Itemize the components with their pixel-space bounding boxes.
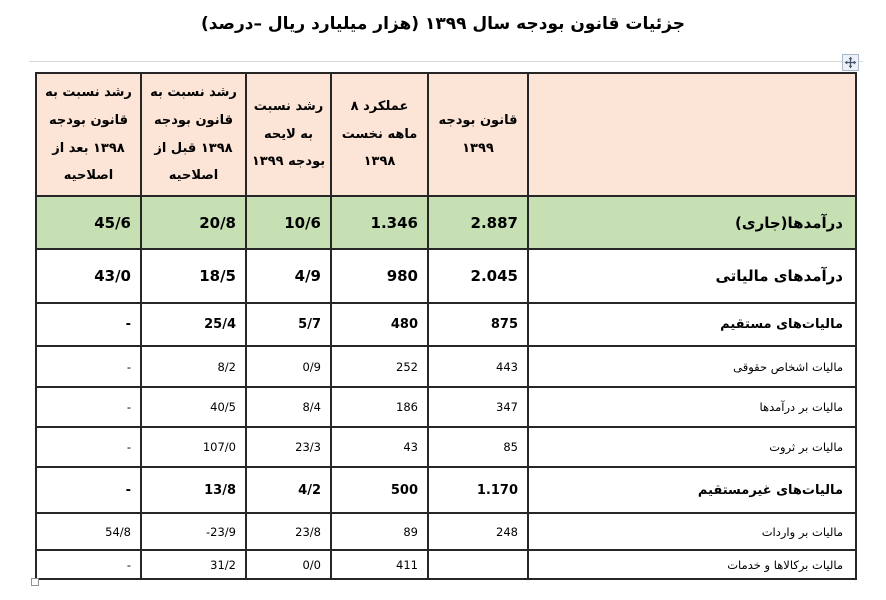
cell-perf_8m_1398: 252 (330, 345, 429, 388)
cell-growth_vs_bill_1399: 10/6 (245, 195, 332, 250)
cell-budget_1399 (427, 549, 529, 580)
column-header-growth_vs_bill_1399: رشد نسبت به لایحه بودجه ۱۳۹۹ (245, 72, 332, 197)
cell-perf_8m_1398: 411 (330, 549, 429, 580)
cell-growth_vs_bill_1399: 4/2 (245, 466, 332, 514)
table-row: مالیات‌های غیرمستقیم 1.170 500 4/2 13/8- (35, 466, 857, 514)
cell-label: درآمدهای مالیاتی (527, 248, 857, 304)
cell-budget_1399: 875 (427, 302, 529, 347)
cell-budget_1399: 2.887 (427, 195, 529, 250)
cell-growth_vs_law_1398_after: 45/6 (35, 195, 142, 250)
cell-growth_vs_law_1398_after: - (35, 549, 142, 580)
cell-perf_8m_1398: 500 (330, 466, 429, 514)
cell-growth_vs_law_1398_after: - (35, 345, 142, 388)
cell-growth_vs_law_1398_after: 54/8 (35, 512, 142, 551)
table-boundary-line (29, 61, 863, 62)
cell-growth_vs_bill_1399: 23/3 (245, 426, 332, 468)
table-row: مالیات اشخاص حقوقی 443 252 0/9 8/2- (35, 345, 857, 388)
cell-growth_vs_law_1398_before: 31/2 (140, 549, 247, 580)
cell-label: مالیات‌های مستقیم (527, 302, 857, 347)
column-header-growth_vs_law_1398_after: رشد نسبت به قانون بودجه ۱۳۹۸ بعد از اصلا… (35, 72, 142, 197)
cell-budget_1399: 85 (427, 426, 529, 468)
table-row: مالیات بر ثروت 85 43 23/3 107/0- (35, 426, 857, 468)
cell-budget_1399: 1.170 (427, 466, 529, 514)
cell-growth_vs_law_1398_after: - (35, 426, 142, 468)
cell-growth_vs_law_1398_after: - (35, 302, 142, 347)
cell-growth_vs_bill_1399: 23/8 (245, 512, 332, 551)
table-row: مالیات برکالاها و خدمات 411 0/0 31/2- (35, 549, 857, 580)
cell-label: درآمدها(جاری) (527, 195, 857, 250)
cell-growth_vs_law_1398_before: -23/9 (140, 512, 247, 551)
budget-table: قانون بودجه ۱۳۹۹ عملکرد ۸ ماهه نخست ۱۳۹۸ ر… (35, 72, 857, 580)
cell-label: مالیات بر درآمدها (527, 386, 857, 428)
header-row: قانون بودجه ۱۳۹۹ عملکرد ۸ ماهه نخست ۱۳۹۸ ر… (35, 72, 857, 197)
column-header-label (527, 72, 857, 197)
cell-growth_vs_law_1398_before: 13/8 (140, 466, 247, 514)
column-header-perf_8m_1398: عملکرد ۸ ماهه نخست ۱۳۹۸ (330, 72, 429, 197)
cell-growth_vs_law_1398_before: 8/2 (140, 345, 247, 388)
cell-budget_1399: 248 (427, 512, 529, 551)
cell-label: مالیات اشخاص حقوقی (527, 345, 857, 388)
cell-growth_vs_bill_1399: 0/0 (245, 549, 332, 580)
cell-label: مالیات برکالاها و خدمات (527, 549, 857, 580)
cell-growth_vs_law_1398_after: - (35, 386, 142, 428)
cell-growth_vs_law_1398_before: 107/0 (140, 426, 247, 468)
cell-growth_vs_law_1398_after: 43/0 (35, 248, 142, 304)
cell-budget_1399: 347 (427, 386, 529, 428)
cell-budget_1399: 2.045 (427, 248, 529, 304)
table-row: مالیات‌های مستقیم 875 480 5/7 25/4- (35, 302, 857, 347)
table-move-handle-icon[interactable] (842, 54, 859, 71)
column-header-growth_vs_law_1398_before: رشد نسبت به قانون بودجه ۱۳۹۸ قبل از اصلا… (140, 72, 247, 197)
cell-growth_vs_law_1398_before: 40/5 (140, 386, 247, 428)
cell-growth_vs_bill_1399: 0/9 (245, 345, 332, 388)
cell-growth_vs_law_1398_before: 20/8 (140, 195, 247, 250)
cell-label: مالیات بر ثروت (527, 426, 857, 468)
cell-perf_8m_1398: 89 (330, 512, 429, 551)
cell-growth_vs_bill_1399: 8/4 (245, 386, 332, 428)
table-resize-handle-icon[interactable] (31, 578, 39, 586)
page-title: جزئیات قانون بودجه سال ۱۳۹۹ (هزار میلیار… (200, 14, 686, 34)
move-arrows-icon (844, 56, 857, 69)
table-row: مالیات بر درآمدها 347 186 8/4 40/5- (35, 386, 857, 428)
column-header-budget_1399: قانون بودجه ۱۳۹۹ (427, 72, 529, 197)
cell-budget_1399: 443 (427, 345, 529, 388)
table-row: درآمدها(جاری) 2.887 1.346 10/6 20/8 45/6 (35, 195, 857, 250)
table-row: درآمدهای مالیاتی 2.045 980 4/9 18/5 43/0 (35, 248, 857, 304)
cell-growth_vs_bill_1399: 5/7 (245, 302, 332, 347)
cell-label: مالیات بر واردات (527, 512, 857, 551)
cell-perf_8m_1398: 980 (330, 248, 429, 304)
cell-perf_8m_1398: 480 (330, 302, 429, 347)
cell-growth_vs_bill_1399: 4/9 (245, 248, 332, 304)
cell-growth_vs_law_1398_before: 25/4 (140, 302, 247, 347)
cell-perf_8m_1398: 43 (330, 426, 429, 468)
table-row: مالیات بر واردات 248 89 23/8 -23/9 54/8 (35, 512, 857, 551)
cell-growth_vs_law_1398_before: 18/5 (140, 248, 247, 304)
cell-label: مالیات‌های غیرمستقیم (527, 466, 857, 514)
table-body: درآمدها(جاری) 2.887 1.346 10/6 20/8 45/6 درآمد… (35, 195, 857, 580)
cell-perf_8m_1398: 1.346 (330, 195, 429, 250)
cell-growth_vs_law_1398_after: - (35, 466, 142, 514)
cell-perf_8m_1398: 186 (330, 386, 429, 428)
